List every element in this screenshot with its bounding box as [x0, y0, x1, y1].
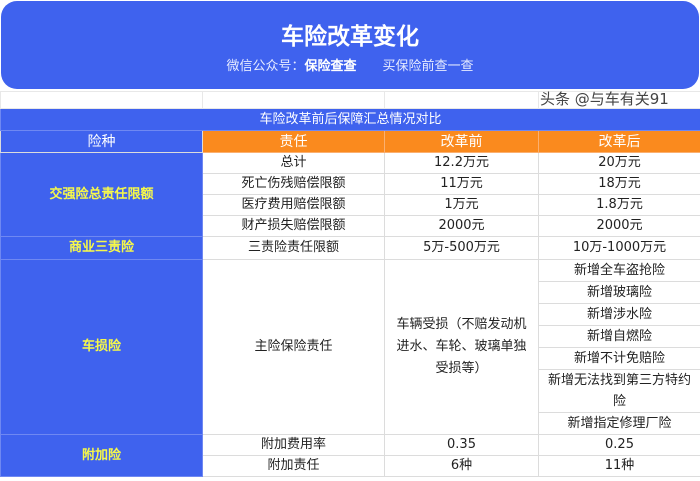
table-row: 交强险总责任限额 总计 12.2万元 20万元: [0, 152, 700, 237]
cell: 1.8万元: [538, 194, 700, 216]
cell: 总计: [202, 152, 385, 174]
cell: 12.2万元: [384, 152, 539, 174]
cell: 新增不计免赔险: [538, 347, 700, 370]
cell: 新增全车盗抢险: [538, 259, 700, 282]
cell: 三责险责任限额: [202, 236, 385, 260]
table-row: 附加险 附加费用率 0.35 0.25: [0, 434, 700, 477]
cell: 6种: [384, 455, 539, 477]
table-row: 车损险 主险保险责任 车辆受损（不赔发动机进水、车轮、玻璃单独受损等） 新增全车…: [0, 259, 700, 435]
cell: 0.25: [538, 434, 700, 456]
category-fjx: 附加险: [0, 434, 203, 477]
subtitle: 微信公众号：保险查查 买保险前查一查: [1, 55, 699, 74]
cell: 新增指定修理厂险: [538, 412, 700, 435]
cell: 1万元: [384, 194, 539, 216]
header-type: 险种: [0, 130, 203, 153]
cell: [202, 91, 385, 109]
subtitle-label: 微信公众号：: [226, 59, 305, 74]
blank-row: [0, 91, 700, 109]
cell: 附加责任: [202, 455, 385, 477]
comparison-table: 车险改革前后保障汇总情况对比 险种 责任 改革前 改革后 交强险总责任限额 总计…: [0, 91, 700, 477]
cell: 医疗费用赔偿限额: [202, 194, 385, 216]
cell: 2000元: [538, 215, 700, 237]
watermark: 头条 @与车有关91: [540, 90, 669, 108]
category-szx: 商业三责险: [0, 236, 203, 260]
cell: 死亡伤残赔偿限额: [202, 173, 385, 195]
table-row: 附加责任 6种 11种: [1, 455, 700, 477]
cell: 主险保险责任: [202, 259, 385, 435]
slogan: 买保险前查一查: [382, 59, 474, 74]
cell: 0.35: [384, 434, 539, 456]
account-name: 保险查查: [304, 59, 357, 74]
category-jqx: 交强险总责任限额: [0, 152, 203, 237]
cell: 财产损失赔偿限额: [202, 215, 385, 237]
cell: 新增玻璃险: [538, 281, 700, 304]
cell: [384, 91, 539, 109]
page-title: 车险改革变化: [281, 24, 419, 50]
cell: 5万-500万元: [384, 236, 539, 260]
table-row: 商业三责险 三责险责任限额 5万-500万元 10万-1000万元: [0, 236, 700, 260]
header-banner: 车险改革变化 微信公众号：保险查查 买保险前查一查: [1, 1, 699, 89]
header-before: 改革前: [384, 130, 539, 153]
table-title: 车险改革前后保障汇总情况对比: [0, 108, 700, 131]
table-row: 新增无法找到第三方特约险: [1, 369, 700, 413]
cell: 10万-1000万元: [538, 236, 700, 260]
table-row: 医疗费用赔偿限额 1万元 1.8万元: [1, 194, 700, 216]
cell: 2000元: [384, 215, 539, 237]
cell: 11种: [538, 455, 700, 477]
cell: 附加费用率: [202, 434, 385, 456]
category-csx: 车损险: [0, 259, 203, 435]
cell: 新增涉水险: [538, 303, 700, 326]
cell: 车辆受损（不赔发动机进水、车轮、玻璃单独受损等）: [384, 259, 539, 435]
table-row: 新增玻璃险: [1, 281, 700, 304]
cell: 20万元: [538, 152, 700, 174]
table-row: 新增不计免赔险: [1, 347, 700, 370]
cell: 新增自燃险: [538, 325, 700, 348]
cell: 新增无法找到第三方特约险: [538, 369, 700, 413]
table-row: 新增指定修理厂险: [1, 412, 700, 435]
header-after: 改革后: [538, 130, 700, 153]
cell: [0, 91, 203, 109]
cell: 18万元: [538, 173, 700, 195]
cell: 11万元: [384, 173, 539, 195]
header-duty: 责任: [202, 130, 385, 153]
